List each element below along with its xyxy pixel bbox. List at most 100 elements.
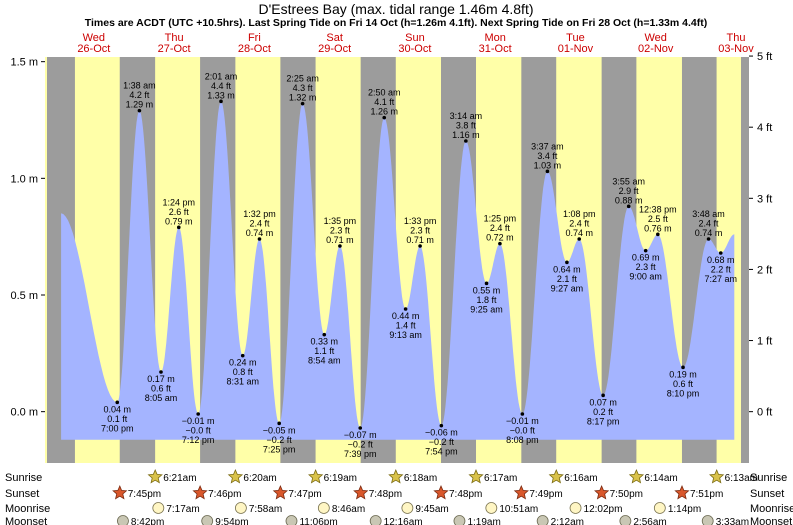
tide-label: 8:08 pm — [506, 435, 539, 445]
row-label-left: Moonrise — [5, 503, 50, 515]
tide-point — [656, 232, 660, 237]
left-tick-label: 0.0 m — [10, 407, 38, 419]
sunset-time: 7:51pm — [690, 489, 723, 500]
moonrise-time: 7:17am — [166, 504, 199, 515]
sunset-time: 7:48pm — [449, 489, 482, 500]
day-dow: Sun — [405, 32, 425, 44]
tide-label: −0.07 m — [344, 430, 377, 440]
moonrise-time: 1:14pm — [668, 504, 701, 515]
right-tick-label: 4 ft — [757, 122, 772, 134]
tide-label: 1:25 pm — [484, 214, 517, 224]
tide-label: 0.79 m — [165, 216, 193, 226]
tide-point — [358, 426, 363, 430]
day-dow: Fri — [248, 32, 261, 44]
tide-label: 1.4 ft — [396, 321, 417, 331]
tide-label: 8:05 am — [145, 393, 178, 403]
tide-label: 8:10 pm — [667, 388, 700, 398]
tide-label: 7:12 pm — [182, 435, 215, 445]
tide-point — [545, 169, 550, 174]
tide-label: 4.2 ft — [129, 90, 150, 100]
tide-label: 1:08 pm — [563, 209, 596, 219]
tide-label: −0.0 ft — [510, 426, 536, 436]
chart-title: D'Estrees Bay (max. tidal range 1.46m 4.… — [258, 1, 533, 17]
tide-label: 9:27 am — [551, 283, 584, 293]
day-dow: Mon — [484, 32, 505, 44]
tide-label: 0.71 m — [326, 235, 354, 245]
sunrise-icon — [628, 468, 645, 484]
axes: 1.5 m 1.0 m 0.5 m 0.0 m 5 ft 4 ft 3 ft 2 ft 1 ft… — [10, 51, 772, 419]
moonrise-time: 8:46am — [332, 504, 365, 515]
row-label-right: Sunset — [750, 488, 784, 500]
tide-point — [338, 244, 342, 248]
sun-moon-table: Sunrise Sunrise Sunset Sunset Moonrise Moonri… — [5, 468, 793, 525]
row-label-right: Sunrise — [750, 472, 787, 484]
tide-point — [257, 237, 262, 241]
tide-point — [565, 260, 569, 265]
tide-point — [322, 332, 327, 337]
tide-label: 3:37 am — [531, 141, 564, 151]
tide-label: 0.2 ft — [593, 407, 614, 417]
moonrise-time: 10:51am — [499, 504, 538, 515]
sunset-icon — [272, 484, 288, 500]
tide-point — [382, 115, 387, 120]
tide-label: −0.0 ft — [186, 426, 212, 436]
day-dow: Wed — [83, 32, 105, 44]
tide-label: 1:33 pm — [404, 216, 437, 226]
sunset-icon — [674, 484, 690, 500]
sunrise-icon — [548, 468, 564, 484]
right-tick-label: 1 ft — [757, 336, 772, 348]
day-date: 29-Oct — [318, 43, 351, 55]
tide-label: 7:54 pm — [425, 447, 458, 457]
tide-label: 9:13 am — [389, 330, 422, 340]
moonset-icon — [536, 515, 549, 525]
tide-height-area — [61, 101, 735, 440]
day-dow: Sat — [326, 32, 343, 44]
tide-label: 1:24 pm — [163, 197, 196, 207]
sunrise-icon — [709, 468, 725, 484]
tide-label: 7:39 pm — [344, 449, 377, 459]
moonset-time: 1:19am — [467, 517, 500, 525]
day-dow: Tue — [566, 32, 585, 44]
tide-point — [219, 99, 223, 104]
tide-label: 0.07 m — [589, 397, 617, 407]
day-date: 27-Oct — [158, 43, 191, 55]
tide-point — [439, 423, 444, 428]
moonset-time: 3:33am — [716, 517, 749, 525]
tide-label: 8:17 pm — [587, 416, 620, 426]
tide-label: −0.05 m — [263, 425, 296, 435]
tide-label: −0.06 m — [425, 428, 458, 438]
moonset-time: 12:16am — [384, 517, 423, 525]
tide-label: 0.04 m — [103, 404, 131, 414]
moonrise-icon — [152, 502, 165, 514]
tide-point — [240, 353, 245, 358]
sunset-time: 7:46pm — [208, 489, 241, 500]
tide-point — [484, 281, 489, 286]
sunrise-time: 6:13am — [725, 473, 758, 484]
sunset-icon — [433, 484, 449, 500]
tide-label: 2.1 ft — [557, 274, 578, 284]
tide-label: 1.32 m — [289, 93, 317, 103]
sunset-icon — [192, 484, 208, 500]
sunset-time: 7:45pm — [128, 489, 161, 500]
moonset-time: 11:06pm — [299, 517, 337, 525]
moonrise-icon — [401, 502, 414, 514]
tide-label: 1:32 pm — [243, 209, 276, 219]
sunrise-time: 6:19am — [324, 473, 357, 484]
left-tick-label: 0.5 m — [10, 290, 38, 302]
chart-subtitle: Times are ACDT (UTC +10.5hrs). Last Spri… — [85, 17, 707, 29]
tide-label: −0.01 m — [506, 416, 539, 426]
tide-point — [137, 108, 142, 113]
tide-label: 0.24 m — [229, 358, 257, 368]
tide-label: 8:31 am — [226, 377, 259, 387]
right-margin-band — [741, 57, 749, 463]
moonset-icon — [453, 515, 466, 525]
tide-point — [643, 248, 648, 253]
day-dow: Thu — [726, 32, 745, 44]
sunset-time: 7:47pm — [288, 489, 321, 500]
tide-label: 0.64 m — [553, 264, 581, 274]
sunrise-icon — [227, 468, 244, 484]
tide-point — [196, 412, 200, 416]
tide-label: 7:25 pm — [263, 444, 296, 454]
moonrise-time: 12:02pm — [584, 504, 623, 515]
row-label-left: Sunrise — [5, 472, 42, 484]
